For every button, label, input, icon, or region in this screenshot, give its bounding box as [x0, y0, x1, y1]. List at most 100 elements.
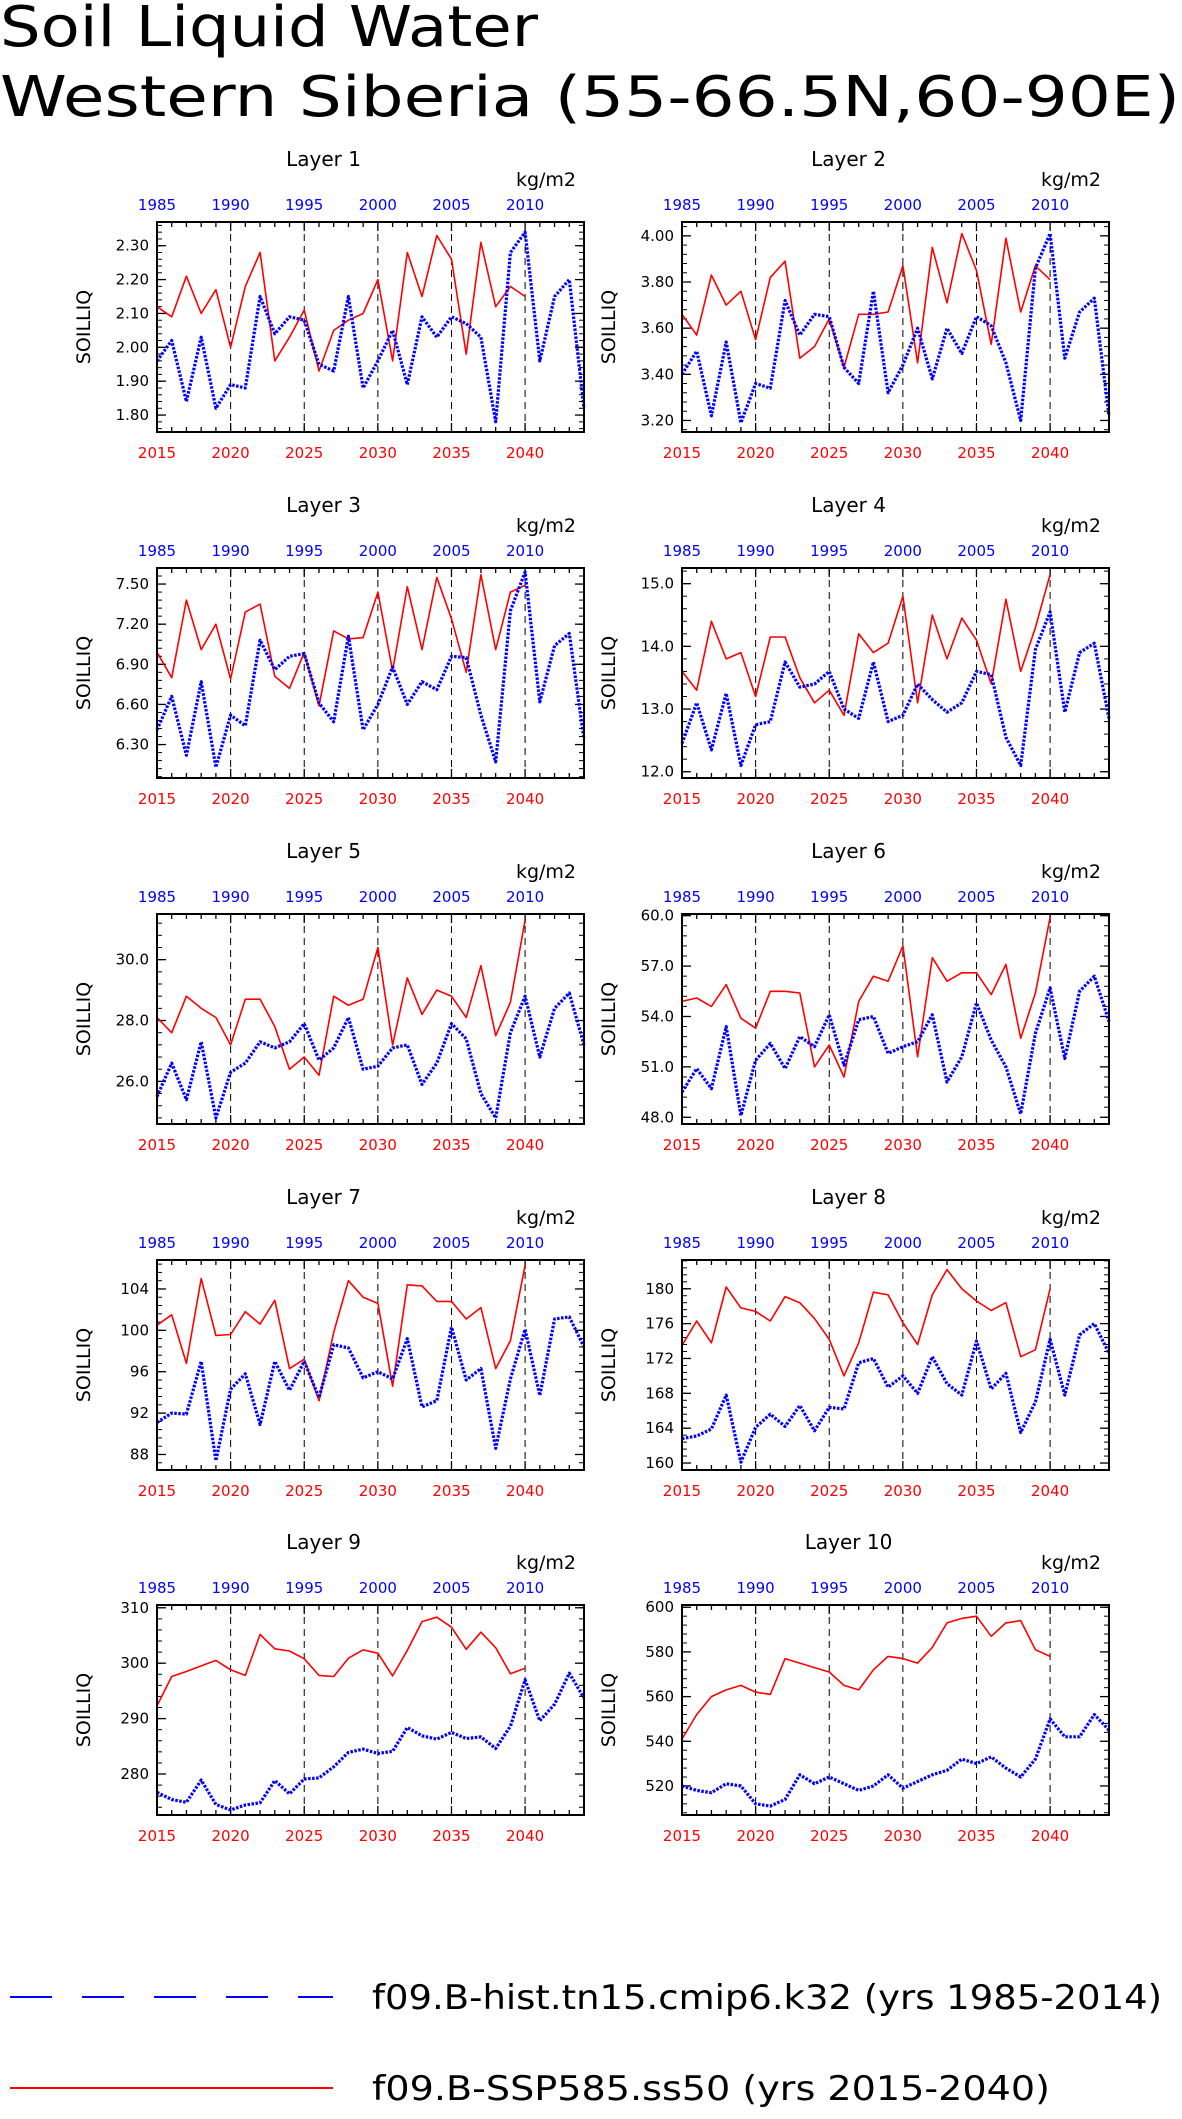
y-tick-label: 1.80 [116, 406, 149, 424]
x-tick-label-bottom: 2025 [285, 444, 323, 462]
series-line-ssp585 [156, 919, 526, 1077]
figure-title-line2: Western Siberia (55-66.5N,60-90E) [0, 65, 1180, 130]
plot-frame [156, 913, 585, 1125]
x-tick-label-bottom: 2020 [212, 1482, 250, 1500]
series-line-ssp585 [156, 234, 526, 372]
x-tick-label-bottom: 2040 [506, 1136, 544, 1154]
x-tick-label-top: 1990 [737, 1234, 775, 1252]
y-tick-label: 6.60 [116, 695, 149, 713]
series-line-ssp585 [156, 1265, 526, 1402]
x-tick-label-bottom: 2020 [737, 1482, 775, 1500]
y-tick-label: 26.0 [116, 1072, 149, 1090]
x-tick-label-bottom: 2025 [285, 790, 323, 808]
x-tick-label-top: 2000 [884, 1579, 922, 1597]
y-tick-label: 2.10 [116, 304, 149, 322]
x-tick-label-bottom: 2025 [285, 1482, 323, 1500]
series-line-ssp585 [681, 1615, 1051, 1740]
y-tick-label: 310 [120, 1599, 149, 1617]
y-tick-label: 7.50 [116, 575, 149, 593]
x-tick-label-bottom: 2025 [810, 1136, 848, 1154]
x-tick-label-top: 2010 [506, 542, 544, 560]
x-tick-label-top: 1990 [212, 1579, 250, 1597]
x-tick-label-bottom: 2025 [810, 1482, 848, 1500]
x-tick-label-top: 2010 [506, 888, 544, 906]
figure-title-line1: Soil Liquid Water [0, 0, 539, 60]
y-tick-label: 14.0 [641, 637, 674, 655]
y-tick-label: 520 [645, 1777, 674, 1795]
x-tick-label-top: 2000 [884, 1234, 922, 1252]
x-tick-label-top: 2005 [432, 196, 470, 214]
x-tick-label-top: 1990 [737, 888, 775, 906]
y-tick-label: 4.00 [641, 227, 674, 245]
x-tick-label-top: 1990 [212, 1234, 250, 1252]
panels-container: Layer 1 kg/m2 SOILLIQ 2015 2020 2025 2030 2035 2… [73, 147, 1111, 1845]
x-tick-label-top: 2000 [884, 196, 922, 214]
y-tick-label: 3.80 [641, 273, 674, 291]
x-tick-label-bottom: 2040 [1031, 1136, 1069, 1154]
units-label: kg/m2 [516, 1207, 576, 1229]
units-label: kg/m2 [1041, 169, 1101, 191]
y-axis-label: SOILLIQ [73, 290, 95, 364]
panel-title: Layer 6 [811, 839, 886, 863]
panel-title: Layer 2 [811, 147, 886, 171]
y-tick-label: 172 [645, 1349, 674, 1367]
x-tick-label-bottom: 2015 [138, 790, 176, 808]
y-tick-label: 15.0 [641, 575, 674, 593]
x-tick-label-top: 2005 [957, 888, 995, 906]
y-tick-label: 13.0 [641, 700, 674, 718]
series-line-ssp585 [681, 1268, 1051, 1377]
x-tick-label-top: 1985 [663, 196, 701, 214]
x-tick-label-bottom: 2035 [432, 444, 470, 462]
panel-6: Layer 6 kg/m2 SOILLIQ 2015 2020 2025 2030 2035 2… [598, 839, 1111, 1154]
x-tick-label-top: 1985 [138, 1234, 176, 1252]
panel-title: Layer 8 [811, 1185, 886, 1209]
y-tick-label: 104 [120, 1280, 149, 1298]
series-line-historical [680, 974, 1111, 1118]
x-tick-label-bottom: 2030 [884, 1827, 922, 1845]
x-tick-label-bottom: 2035 [432, 790, 470, 808]
x-tick-label-top: 1985 [663, 1234, 701, 1252]
panel-title: Layer 7 [286, 1185, 361, 1209]
x-tick-label-bottom: 2040 [506, 1482, 544, 1500]
x-tick-label-bottom: 2035 [432, 1827, 470, 1845]
legend-label-historical: f09.B-hist.tn15.cmip6.k32 (yrs 1985-2014… [372, 1978, 1162, 2018]
y-tick-label: 6.90 [116, 655, 149, 673]
x-tick-label-bottom: 2015 [663, 444, 701, 462]
series-line-ssp585 [156, 573, 526, 707]
x-tick-label-top: 2010 [1031, 196, 1069, 214]
y-tick-label: 180 [645, 1280, 674, 1298]
x-tick-label-top: 2005 [432, 888, 470, 906]
plot-frame [681, 1604, 1110, 1816]
x-tick-label-top: 2010 [506, 1234, 544, 1252]
x-tick-label-bottom: 2030 [884, 444, 922, 462]
y-tick-label: 100 [120, 1321, 149, 1339]
x-tick-label-bottom: 2020 [212, 1136, 250, 1154]
x-tick-label-bottom: 2020 [737, 1136, 775, 1154]
plot-frame [156, 1259, 585, 1471]
x-tick-label-top: 2000 [359, 888, 397, 906]
series-line-historical [155, 991, 586, 1120]
x-tick-label-bottom: 2030 [359, 444, 397, 462]
panel-title: Layer 10 [805, 1530, 893, 1554]
y-tick-label: 48.0 [641, 1108, 674, 1126]
y-axis-label: SOILLIQ [598, 636, 620, 710]
plot-frame [156, 221, 585, 433]
plot-frame [156, 1604, 585, 1816]
x-tick-label-bottom: 2020 [737, 790, 775, 808]
panel-2: Layer 2 kg/m2 SOILLIQ 2015 2020 2025 2030 2035 2… [598, 147, 1111, 462]
x-tick-label-top: 1985 [663, 1579, 701, 1597]
x-tick-label-top: 2000 [359, 1234, 397, 1252]
y-axis-label: SOILLIQ [598, 290, 620, 364]
x-tick-label-top: 1985 [138, 196, 176, 214]
x-tick-label-bottom: 2040 [506, 1827, 544, 1845]
y-tick-label: 54.0 [641, 1007, 674, 1025]
x-tick-label-bottom: 2025 [810, 1827, 848, 1845]
y-axis-label: SOILLIQ [598, 1328, 620, 1402]
series-line-historical [680, 231, 1111, 425]
x-tick-label-top: 2010 [1031, 542, 1069, 560]
x-tick-label-top: 1990 [212, 196, 250, 214]
x-tick-label-top: 2005 [957, 196, 995, 214]
y-tick-label: 92 [130, 1404, 149, 1422]
x-tick-label-top: 2005 [957, 542, 995, 560]
x-tick-label-top: 2005 [957, 1234, 995, 1252]
